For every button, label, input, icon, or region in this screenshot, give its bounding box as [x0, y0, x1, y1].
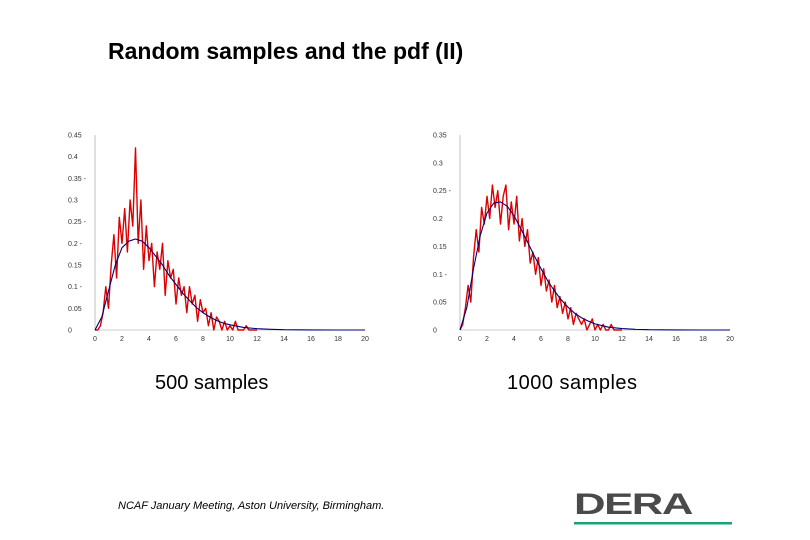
y-tick-label: 0: [68, 328, 72, 335]
y-tick-label: 0.2 -: [68, 241, 83, 248]
x-tick-label: 2: [120, 336, 124, 343]
y-tick-label: 0.3: [433, 160, 443, 167]
pdf-line: [459, 201, 730, 331]
y-tick-label: 0.25 -: [68, 219, 87, 226]
x-tick-label: 12: [618, 336, 626, 343]
y-tick-label: 0.05: [433, 300, 447, 307]
x-tick-label: 12: [253, 336, 261, 343]
y-tick-label: 0.15: [68, 263, 82, 270]
y-tick-label: 0.35 -: [68, 176, 87, 183]
x-tick-label: 16: [307, 336, 315, 343]
x-tick-label: 14: [645, 336, 653, 343]
x-tick-label: 18: [699, 336, 707, 343]
x-tick-label: 0: [93, 336, 97, 343]
slide-title: Random samples and the pdf (II): [108, 38, 464, 64]
y-tick-label: 0.4: [68, 154, 78, 161]
pdf-line: [94, 238, 365, 331]
y-tick-label: 0.2: [433, 216, 443, 223]
chart-500-samples: 0 0.05 0.1 - 0.15 0.2 - 0.25 - 0.3 0.35 - 0.4 0.4…: [68, 133, 369, 344]
y-tick-label: 0.1 -: [68, 284, 83, 291]
x-tick-label: 6: [539, 336, 543, 343]
x-tick-label: 10: [591, 336, 599, 343]
dera-logo: DERA: [574, 488, 732, 525]
y-tick-label: 0.3: [68, 198, 78, 205]
x-tick-label: 0: [458, 336, 462, 343]
x-tick-label: 2: [485, 336, 489, 343]
x-tick-label: 8: [566, 336, 570, 343]
x-tick-label: 14: [280, 336, 288, 343]
x-tick-label: 8: [201, 336, 205, 343]
y-tick-label: 0.25 -: [433, 188, 452, 195]
y-tick-label: 0.05: [68, 306, 82, 313]
x-tick-label: 10: [226, 336, 234, 343]
samples-line: [95, 147, 257, 331]
caption-500-samples: 500 samples: [155, 372, 269, 394]
y-tick-label: 0.45: [68, 133, 82, 140]
x-tick-label: 20: [361, 336, 369, 343]
y-tick-label: 0.35: [433, 133, 447, 140]
y-tick-label: 0: [433, 328, 437, 335]
samples-line: [459, 184, 622, 331]
x-tick-label: 4: [512, 336, 516, 343]
svg-text:DERA: DERA: [574, 488, 692, 521]
x-tick-label: 16: [672, 336, 680, 343]
x-tick-label: 6: [174, 336, 178, 343]
footer-text: NCAF January Meeting, Aston University, …: [118, 500, 385, 512]
x-tick-label: 4: [147, 336, 151, 343]
caption-1000-samples: 1000 samples: [507, 372, 638, 394]
x-tick-label: 20: [726, 336, 734, 343]
y-tick-label: 0.15: [433, 244, 447, 251]
y-tick-label: 0.1 -: [433, 272, 448, 279]
chart-1000-samples: 0 0.05 0.1 - 0.15 0.2 0.25 - 0.3 0.35 0 2 4 6 8 10 12 1…: [433, 133, 734, 344]
x-tick-label: 18: [334, 336, 342, 343]
